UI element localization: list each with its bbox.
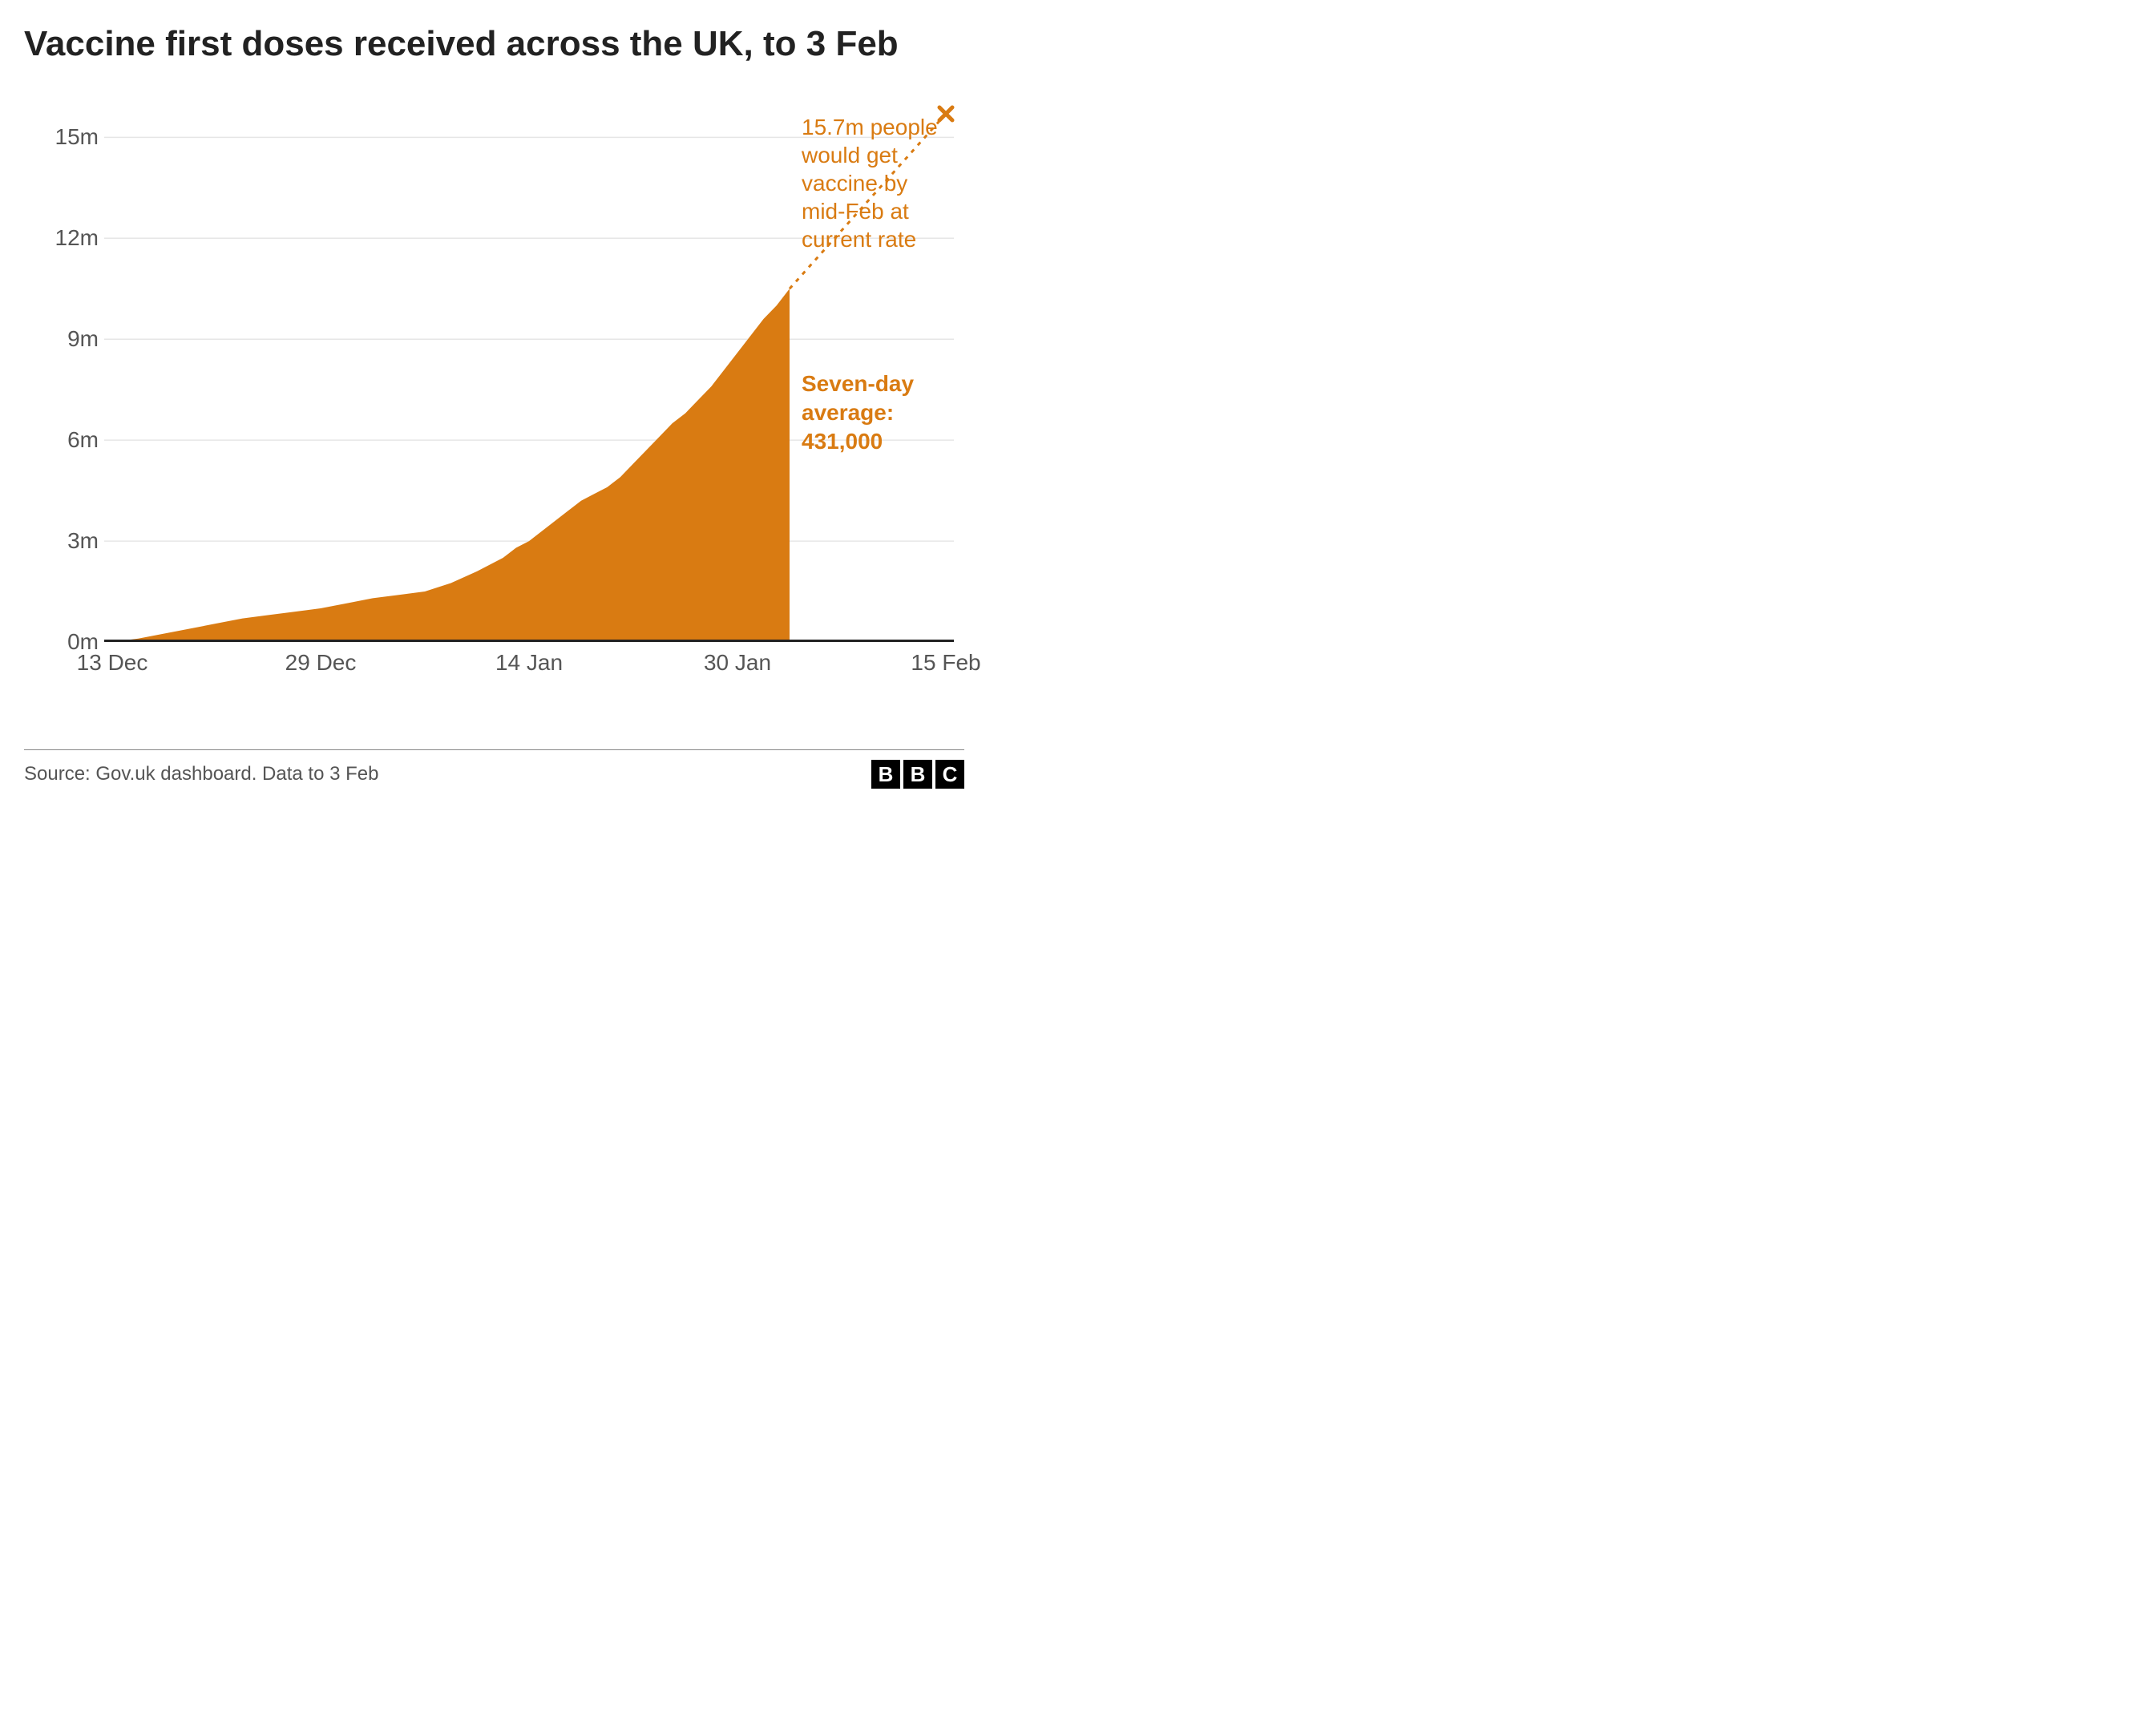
y-tick-label: 9m: [34, 326, 99, 352]
projection-marker-x-icon: [939, 107, 952, 120]
average-annotation: Seven-dayaverage:431,000: [802, 369, 914, 457]
x-tick-label: 15 Feb: [911, 650, 980, 676]
y-tick-label: 15m: [34, 124, 99, 150]
footer: Source: Gov.uk dashboard. Data to 3 Feb …: [24, 749, 964, 789]
chart-title: Vaccine first doses received across the …: [24, 24, 964, 65]
x-axis-line: [104, 640, 954, 642]
chart-area: 15.7m peoplewould getvaccine bymid-Feb a…: [24, 89, 964, 698]
y-tick-label: 3m: [34, 528, 99, 554]
x-tick-label: 30 Jan: [704, 650, 771, 676]
x-tick-label: 13 Dec: [77, 650, 148, 676]
bbc-logo-block: B: [871, 760, 900, 789]
bbc-logo-block: B: [903, 760, 932, 789]
area-fill: [112, 289, 790, 642]
bbc-logo: B B C: [871, 760, 964, 789]
projection-annotation: 15.7m peoplewould getvaccine bymid-Feb a…: [802, 113, 938, 253]
plot-region: 15.7m peoplewould getvaccine bymid-Feb a…: [104, 97, 954, 642]
bbc-logo-block: C: [935, 760, 964, 789]
x-tick-label: 29 Dec: [285, 650, 357, 676]
x-tick-label: 14 Jan: [495, 650, 563, 676]
y-tick-label: 12m: [34, 225, 99, 251]
y-tick-label: 6m: [34, 427, 99, 453]
source-text: Source: Gov.uk dashboard. Data to 3 Feb: [24, 763, 378, 785]
